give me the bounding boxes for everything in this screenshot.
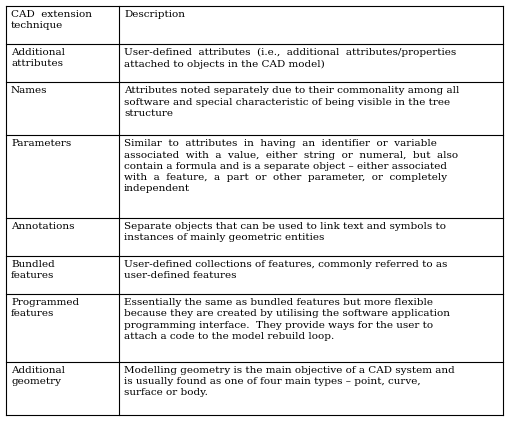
Text: Modelling geometry is the main objective of a CAD system and
is usually found as: Modelling geometry is the main objective…	[124, 366, 455, 397]
Text: Programmed
features: Programmed features	[11, 298, 79, 318]
Text: Similar  to  attributes  in  having  an  identifier  or  variable
associated  wi: Similar to attributes in having an ident…	[124, 139, 458, 193]
Text: Annotations: Annotations	[11, 222, 74, 231]
Text: CAD  extension
technique: CAD extension technique	[11, 10, 92, 30]
Text: Bundled
features: Bundled features	[11, 260, 55, 280]
Text: Attributes noted separately due to their commonality among all
software and spec: Attributes noted separately due to their…	[124, 86, 460, 117]
Text: Separate objects that can be used to link text and symbols to
instances of mainl: Separate objects that can be used to lin…	[124, 222, 446, 242]
Text: User-defined collections of features, commonly referred to as
user-defined featu: User-defined collections of features, co…	[124, 260, 447, 280]
Text: Additional
geometry: Additional geometry	[11, 366, 65, 386]
Text: User-defined  attributes  (i.e.,  additional  attributes/properties
attached to : User-defined attributes (i.e., additiona…	[124, 48, 456, 69]
Text: Description: Description	[124, 10, 185, 19]
Text: Names: Names	[11, 86, 47, 96]
Text: Additional
attributes: Additional attributes	[11, 48, 65, 68]
Text: Essentially the same as bundled features but more flexible
because they are crea: Essentially the same as bundled features…	[124, 298, 450, 341]
Text: Parameters: Parameters	[11, 139, 71, 149]
